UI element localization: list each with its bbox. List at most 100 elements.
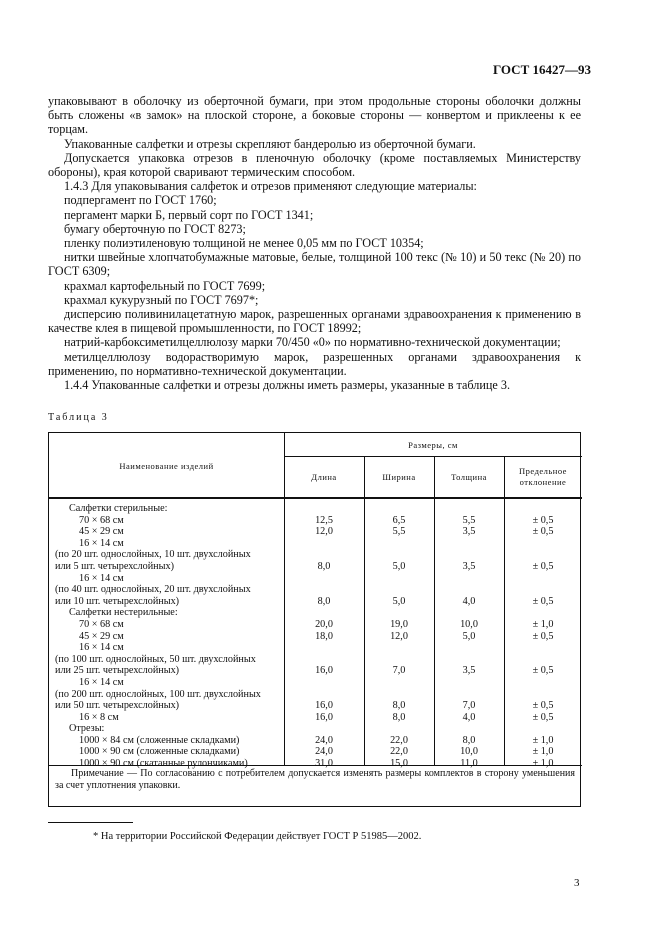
- cell-name: или 10 шт. четырехслойных): [55, 595, 180, 607]
- cell-value: 8,0: [317, 560, 331, 572]
- paragraph: натрий-карбоксиметилцеллюлозу марки 70/4…: [64, 335, 561, 350]
- cell-name: или 25 шт. четырехслойных): [55, 665, 180, 677]
- table-row: 1000 × 84 см (сложенные складками) 24,0 22…: [49, 735, 582, 747]
- cell-name: (по 40 шт. однослойных, 20 шт. двухслойн…: [55, 584, 251, 596]
- table-row: 45 × 29 см 12,0 5,5 3,5 ± 0,5: [49, 526, 582, 538]
- cell-name: или 50 шт. четырехслойных): [55, 700, 180, 712]
- cell-value: ± 0,5: [532, 665, 554, 677]
- paragraph: подпергамент по ГОСТ 1760;: [64, 193, 217, 208]
- table-row: 16 × 14 см: [49, 538, 582, 550]
- cell-value: 8,0: [462, 734, 476, 746]
- cell-value: ± 1,0: [532, 746, 554, 758]
- cell-name: 16 × 14 см: [79, 676, 124, 688]
- cell-value: ± 1,0: [532, 758, 554, 770]
- footnote-divider: [48, 822, 133, 823]
- cell-value: ± 1,0: [532, 618, 554, 630]
- cell-value: 22,0: [390, 734, 408, 746]
- cell-name: 1000 × 90 см (скатанные рулончиками): [79, 758, 248, 770]
- cell-value: 24,0: [315, 746, 333, 758]
- cell-name: Отрезы:: [69, 723, 105, 735]
- cell-value: 31,0: [315, 758, 333, 770]
- header-tolerance: Предельное отклонение: [519, 466, 567, 487]
- cell-value: 4,0: [462, 595, 476, 607]
- header-name: Наименование изделий: [119, 461, 214, 471]
- cell-name: 16 × 14 см: [79, 537, 124, 549]
- cell-value: 7,0: [462, 700, 476, 712]
- cell-value: 5,0: [392, 560, 406, 572]
- cell-name: 16 × 14 см: [79, 642, 124, 654]
- cell-value: 22,0: [390, 746, 408, 758]
- cell-value: ± 0,5: [532, 700, 554, 712]
- paragraph: 1.4.3 Для упаковывания салфеток и отрезо…: [64, 179, 477, 194]
- cell-value: 3,5: [462, 560, 476, 572]
- header-length: Длина: [311, 472, 337, 482]
- table-note: Примечание — По согласованию с потребите…: [55, 768, 575, 791]
- paragraph: упаковывают в оболочку из оберточной бум…: [48, 94, 581, 137]
- cell-value: 3,5: [462, 526, 476, 538]
- paragraph: метилцеллюлозу водорастворимую марок, ра…: [48, 349, 581, 378]
- paragraph: пергамент марки Б, первый сорт по ГОСТ 1…: [64, 207, 314, 222]
- cell-value: 12,5: [315, 514, 333, 526]
- cell-name: Салфетки стерильные:: [69, 503, 168, 514]
- table-row: 16 × 8 см 16,0 8,0 4,0 ± 0,5: [49, 712, 582, 724]
- cell-value: ± 0,5: [532, 514, 554, 526]
- cell-value: 4,0: [462, 711, 476, 723]
- cell-value: 20,0: [315, 618, 333, 630]
- cell-name: Салфетки нестерильные:: [69, 607, 178, 619]
- table-row: или 10 шт. четырехслойных) 8,0 5,0 4,0 ± 0,5: [49, 596, 582, 608]
- cell-value: 5,0: [462, 630, 476, 642]
- table-row: 70 × 68 см 20,0 19,0 10,0 ± 1,0: [49, 619, 582, 631]
- table-row: 70 × 68 см 12,5 6,5 5,5 ± 0,5: [49, 515, 582, 527]
- cell-value: 12,0: [315, 526, 333, 538]
- paragraph: Допускается упаковка отрезов в пленочную…: [48, 150, 581, 180]
- cell-name: 1000 × 90 см (сложенные складками): [79, 746, 240, 758]
- table-row: или 5 шт. четырехслойных) 8,0 5,0 3,5 ± 0,5: [49, 561, 582, 573]
- cell-name: 16 × 8 см: [79, 711, 119, 723]
- paragraph: Упакованные салфетки и отрезы скрепляют …: [64, 136, 476, 151]
- table-row: (по 100 шт. однослойных, 50 шт. двухслой…: [49, 654, 582, 666]
- table-body: Салфетки стерильные: 70 × 68 см 12,5 6,5 5,5…: [49, 503, 582, 770]
- table-row: (по 200 шт. однослойных, 100 шт. двухсло…: [49, 689, 582, 701]
- header-group: Размеры, см: [408, 440, 458, 450]
- cell-name: (по 100 шт. однослойных, 50 шт. двухслой…: [55, 653, 256, 665]
- cell-name: (по 200 шт. однослойных, 100 шт. двухсло…: [55, 688, 261, 700]
- cell-value: 6,5: [392, 514, 406, 526]
- document-header: ГОСТ 16427—93: [492, 62, 591, 77]
- header-width: Ширина: [382, 472, 416, 482]
- table-3: Наименование изделий Размеры, см Длина Ш…: [48, 432, 582, 807]
- cell-value: 11,0: [460, 758, 478, 770]
- cell-value: 8,0: [392, 700, 406, 712]
- table-row: или 25 шт. четырехслойных) 16,0 7,0 3,5 ± 0,…: [49, 665, 582, 677]
- cell-value: 12,0: [390, 630, 408, 642]
- paragraph: 1.4.4 Упакованные салфетки и отрезы долж…: [64, 378, 511, 393]
- cell-name: или 5 шт. четырехслойных): [55, 560, 174, 572]
- cell-value: 8,0: [392, 711, 406, 723]
- body-text: упаковывают в оболочку из оберточной бум…: [48, 94, 581, 392]
- cell-value: 24,0: [315, 734, 333, 746]
- table-row: (по 40 шт. однослойных, 20 шт. двухслойн…: [49, 584, 582, 596]
- table-row: 16 × 14 см: [49, 642, 582, 654]
- cell-value: 10,0: [460, 618, 478, 630]
- cell-value: 18,0: [315, 630, 333, 642]
- cell-name: 70 × 68 см: [79, 618, 124, 630]
- table-row: 1000 × 90 см (сложенные складками) 24,0 22…: [49, 746, 582, 758]
- header-thickness: Толщина: [451, 472, 487, 482]
- cell-value: 7,0: [392, 665, 406, 677]
- cell-name: 70 × 68 см: [79, 514, 124, 526]
- cell-name: 45 × 29 см: [79, 526, 124, 538]
- table-row: (по 20 шт. однослойных, 10 шт. двухслойн…: [49, 549, 582, 561]
- table-caption: Таблица 3: [48, 412, 109, 423]
- table-row: Салфетки нестерильные:: [49, 607, 582, 619]
- cell-value: ± 0,5: [532, 711, 554, 723]
- cell-value: 8,0: [317, 595, 331, 607]
- cell-value: 16,0: [315, 711, 333, 723]
- paragraph: дисперсию поливинилацетатную марок, разр…: [48, 307, 581, 336]
- cell-value: 5,5: [462, 514, 476, 526]
- cell-value: 19,0: [390, 618, 408, 630]
- paragraph: нитки швейные хлопчатобумажные матовые, …: [48, 250, 581, 279]
- cell-value: ± 0,5: [532, 526, 554, 538]
- table-row: 16 × 14 см: [49, 573, 582, 585]
- cell-value: 10,0: [460, 746, 478, 758]
- cell-name: 16 × 14 см: [79, 572, 124, 584]
